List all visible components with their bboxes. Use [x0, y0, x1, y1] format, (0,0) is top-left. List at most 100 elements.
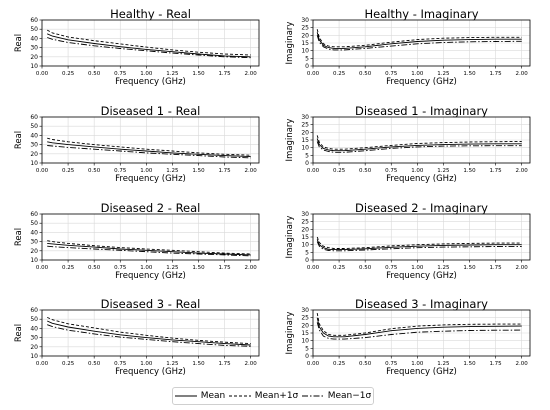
x-tick-label: 0.00 [307, 168, 320, 174]
x-tick-label: 0.00 [36, 168, 49, 174]
x-axis-label: Frequency (GHz) [386, 367, 457, 377]
x-tick-label: 1.00 [140, 168, 153, 174]
y-tick-label: 20 [301, 226, 309, 233]
x-tick-label: 1.50 [463, 71, 476, 77]
series-line-1 [47, 137, 251, 156]
y-tick-label: 30 [30, 142, 38, 149]
y-tick-label: 0 [305, 160, 309, 167]
x-tick-label: 1.25 [166, 168, 179, 174]
x-tick-label: 0.50 [88, 265, 101, 271]
x-tick-label: 0.25 [62, 71, 75, 77]
x-axis-label: Frequency (GHz) [115, 77, 186, 87]
y-tick-label: 10 [301, 242, 309, 249]
y-tick-label: 50 [30, 123, 38, 130]
x-tick-label: 1.50 [463, 265, 476, 271]
y-tick-label: 5 [305, 249, 309, 256]
plot-frame [41, 19, 260, 67]
x-tick-label: 1.25 [437, 361, 450, 367]
plot-frame [41, 213, 260, 261]
chart-panel-6: Diseased 3 - Real 10 20 30 40 50 60 0.00 0.25 0.5… [14, 297, 260, 377]
plot-frame [312, 309, 531, 357]
y-axis-label: Real [14, 131, 24, 149]
legend: Mean Mean+1σ Mean−1σ [172, 387, 374, 405]
x-tick-label: 0.75 [114, 71, 127, 77]
legend-label: Mean+1σ [254, 391, 299, 401]
x-tick-label: 1.50 [463, 168, 476, 174]
x-tick-label: 2.00 [245, 265, 258, 271]
y-tick-label: 60 [30, 211, 38, 218]
x-tick-label: 0.75 [385, 361, 398, 367]
y-tick-label: 30 [301, 17, 309, 24]
x-tick-label: 0.75 [385, 265, 398, 271]
legend-item-mean: Mean [174, 391, 226, 401]
x-axis-label: Frequency (GHz) [115, 367, 186, 377]
series-line-1 [316, 313, 522, 336]
x-tick-label: 1.75 [489, 361, 502, 367]
legend-label: Mean [200, 391, 226, 401]
y-tick-label: 30 [301, 114, 309, 121]
x-tick-label: 1.00 [140, 361, 153, 367]
y-tick-label: 15 [301, 137, 309, 144]
x-tick-label: 1.00 [411, 265, 424, 271]
y-tick-label: 40 [30, 325, 38, 332]
y-tick-label: 40 [30, 132, 38, 139]
x-tick-label: 0.75 [385, 71, 398, 77]
x-tick-label: 0.75 [114, 361, 127, 367]
x-tick-label: 0.50 [88, 361, 101, 367]
y-tick-label: 5 [305, 55, 309, 62]
x-tick-label: 1.25 [166, 265, 179, 271]
y-tick-label: 15 [301, 330, 309, 337]
x-tick-label: 0.50 [359, 71, 372, 77]
x-tick-label: 1.50 [192, 265, 205, 271]
chart-title: Healthy - Real [110, 7, 191, 21]
x-axis-label: Frequency (GHz) [115, 271, 186, 281]
x-tick-label: 0.25 [333, 361, 346, 367]
chart-title: Diseased 1 - Real [101, 104, 201, 118]
series-line-1 [316, 236, 522, 249]
x-axis-label: Frequency (GHz) [115, 174, 186, 184]
y-tick-label: 5 [305, 152, 309, 159]
y-axis-label: Imaginary [285, 216, 295, 259]
y-tick-label: 40 [30, 229, 38, 236]
x-tick-label: 1.75 [218, 168, 231, 174]
series-line-0 [316, 32, 522, 49]
legend-line-dashdot [301, 395, 324, 397]
x-tick-label: 2.00 [245, 361, 258, 367]
series-line-1 [316, 135, 522, 150]
x-axis-label: Frequency (GHz) [386, 77, 457, 87]
series-line-2 [47, 37, 251, 59]
y-tick-label: 50 [30, 220, 38, 227]
series-line-0 [316, 138, 522, 152]
y-tick-label: 0 [305, 257, 309, 264]
y-tick-label: 30 [301, 211, 309, 218]
x-tick-label: 1.00 [140, 71, 153, 77]
x-tick-label: 1.25 [166, 71, 179, 77]
chart-panel-0: Healthy - Real 10 20 30 40 50 60 0.00 0.25 0.50 0.… [14, 7, 260, 87]
x-tick-label: 1.75 [218, 361, 231, 367]
series-line-2 [316, 141, 522, 153]
y-tick-label: 10 [301, 145, 309, 152]
legend-line-dashed [228, 395, 251, 397]
x-tick-label: 0.00 [307, 265, 320, 271]
series-line-0 [316, 317, 522, 338]
x-tick-label: 0.50 [359, 361, 372, 367]
y-tick-label: 20 [301, 129, 309, 136]
x-tick-label: 0.00 [307, 71, 320, 77]
plot-frame [312, 213, 531, 261]
x-tick-label: 0.25 [333, 168, 346, 174]
x-tick-label: 2.00 [516, 361, 529, 367]
x-tick-label: 1.75 [489, 265, 502, 271]
series-line-1 [47, 240, 251, 255]
y-tick-label: 20 [301, 32, 309, 39]
series-line-2 [47, 324, 251, 347]
series-line-0 [47, 33, 251, 58]
chart-title: Diseased 1 - Imaginary [355, 104, 488, 118]
y-tick-label: 30 [301, 307, 309, 314]
legend-line-solid [174, 395, 197, 397]
x-tick-label: 0.75 [114, 168, 127, 174]
y-tick-label: 50 [30, 316, 38, 323]
x-tick-label: 2.00 [245, 168, 258, 174]
